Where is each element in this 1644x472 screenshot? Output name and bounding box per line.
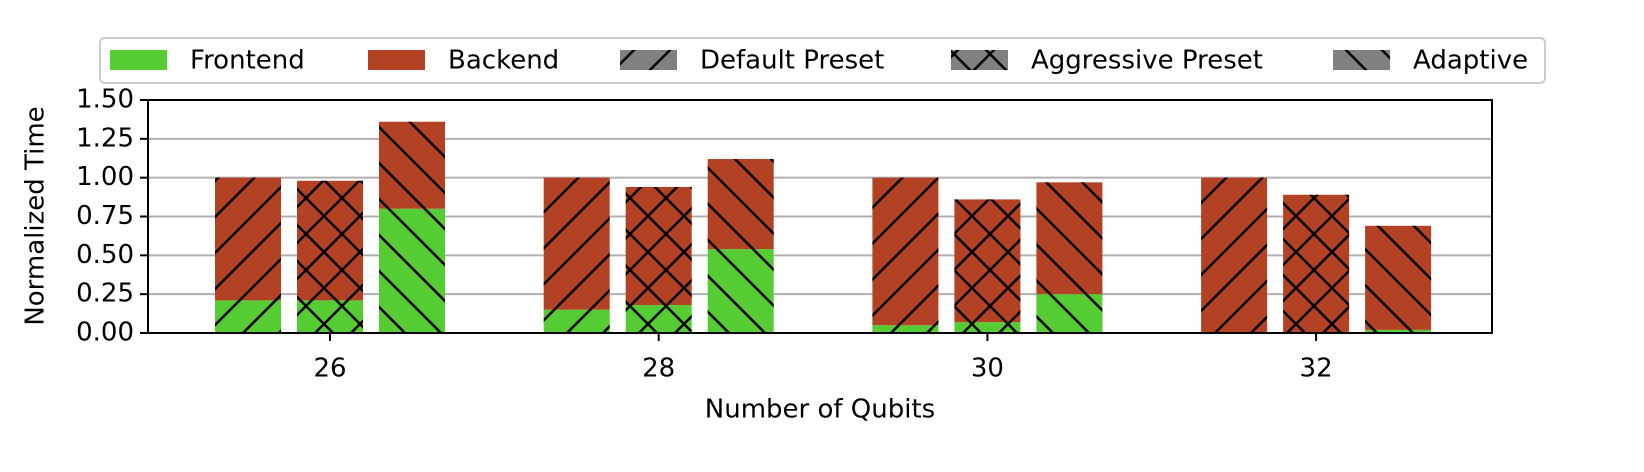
bar-hatch xyxy=(379,121,445,209)
bar-segment xyxy=(625,186,692,306)
x-tick-label: 26 xyxy=(313,354,346,384)
bar-hatch xyxy=(872,177,939,326)
legend-label: Aggressive Preset xyxy=(1031,46,1263,76)
legend-frame xyxy=(99,37,1546,84)
legend-label: Backend xyxy=(448,46,559,76)
bar-segment xyxy=(215,177,281,301)
legend-label: Frontend xyxy=(190,46,305,76)
bar-segment xyxy=(1036,294,1103,333)
x-tick-label: 32 xyxy=(1300,354,1333,384)
bar-segment xyxy=(1036,182,1103,295)
bar-hatch xyxy=(1283,194,1350,333)
bar-segment xyxy=(297,300,363,333)
bar-segment xyxy=(215,300,281,333)
legend-label: Adaptive xyxy=(1413,46,1528,76)
bar-segment xyxy=(954,199,1021,323)
bar-hatch xyxy=(297,300,363,333)
bar-hatch xyxy=(707,249,774,333)
bar-hatch xyxy=(707,159,774,250)
legend-hatch xyxy=(620,50,677,70)
y-tick-label: 0.25 xyxy=(76,279,134,309)
bar-hatch xyxy=(1365,329,1432,333)
bar-hatch xyxy=(625,305,692,333)
bar-segment xyxy=(707,159,774,250)
y-tick-label: 1.50 xyxy=(76,85,134,115)
bar-hatch xyxy=(543,177,610,310)
bar-hatch xyxy=(1365,225,1432,330)
bar-segment xyxy=(379,121,445,209)
bar-segment xyxy=(1283,194,1350,333)
bar-segment xyxy=(872,177,939,326)
bar-segment xyxy=(297,180,363,301)
bar-segment xyxy=(625,305,692,333)
legend-hatch xyxy=(1333,50,1390,70)
x-tick-label: 28 xyxy=(642,354,675,384)
bar-segment xyxy=(1365,225,1432,330)
bars xyxy=(215,121,1432,333)
bar-hatch xyxy=(1036,294,1103,333)
y-tick-label: 0.00 xyxy=(76,318,134,348)
bar-hatch xyxy=(1201,177,1268,333)
legend-swatch xyxy=(368,50,425,70)
bar-segment xyxy=(543,309,610,333)
bar-hatch xyxy=(1036,182,1103,295)
bar-segment xyxy=(954,322,1021,333)
bar-hatch xyxy=(872,325,939,333)
bar-hatch xyxy=(954,199,1021,323)
bar-hatch xyxy=(543,309,610,333)
bar-segment xyxy=(379,208,445,333)
bar-hatch xyxy=(379,208,445,333)
legend-hatch xyxy=(951,50,1008,70)
legend-label: Default Preset xyxy=(700,46,884,76)
x-tick-label: 30 xyxy=(971,354,1004,384)
y-axis-label: Normalized Time xyxy=(21,106,51,325)
bar-segment xyxy=(707,249,774,333)
y-tick-label: 0.75 xyxy=(76,201,134,231)
ticks: 0.00 0.25 0.50 0.75 1.00 1.25 1.50 26 28 30 32 xyxy=(76,85,1333,384)
bar-segment xyxy=(543,177,610,310)
bar-hatch xyxy=(215,300,281,333)
y-tick-label: 0.50 xyxy=(76,240,134,270)
bar-segment xyxy=(1365,329,1432,333)
bar-hatch xyxy=(297,180,363,301)
bar-segment xyxy=(1201,177,1268,333)
legend-swatch xyxy=(110,50,167,70)
x-axis-label: Number of Qubits xyxy=(705,395,935,425)
bar-hatch xyxy=(625,186,692,306)
bar-hatch xyxy=(954,322,1021,333)
bar-segment xyxy=(872,325,939,333)
bar-hatch xyxy=(215,177,281,301)
y-tick-label: 1.25 xyxy=(76,123,134,153)
legend: Frontend Backend Default Preset Aggressive … xyxy=(110,46,1528,76)
y-tick-label: 1.00 xyxy=(76,162,134,192)
